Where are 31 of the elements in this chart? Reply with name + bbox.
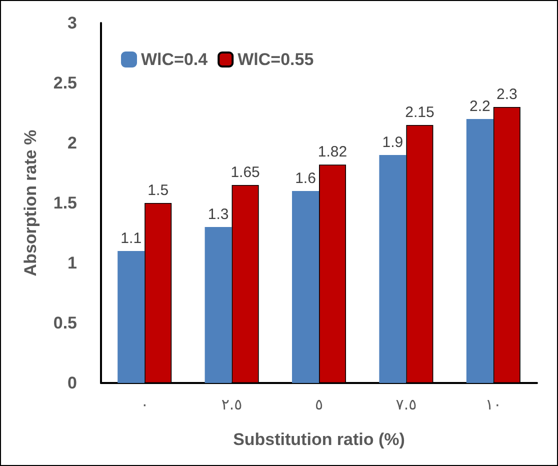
data-label: 1.82	[318, 144, 348, 161]
data-label: 1.1	[120, 230, 142, 247]
data-label: 1.3	[208, 206, 229, 223]
data-label: 2.3	[496, 86, 518, 103]
x-tick-label: ٥	[314, 396, 324, 414]
y-tick-label: 0	[68, 374, 77, 392]
y-tick-label: 2.5	[53, 74, 77, 92]
y-tick-label: 1.5	[53, 194, 77, 212]
bar	[379, 155, 406, 383]
data-label: 1.6	[295, 170, 316, 187]
bar	[118, 251, 145, 383]
y-tick-label: 0.5	[53, 314, 77, 332]
data-label: 1.9	[382, 134, 404, 151]
legend-label: WlC=0.4	[141, 50, 208, 69]
data-label: 1.5	[148, 182, 169, 199]
bar	[292, 191, 319, 383]
bar	[466, 119, 494, 383]
data-label: 2.2	[469, 98, 490, 115]
x-tick-label: ٧.٥	[396, 396, 417, 414]
data-label: 1.65	[230, 164, 260, 181]
x-tick-label: ٢.٥	[221, 396, 242, 414]
y-tick-label: 2	[68, 134, 77, 152]
x-axis-title: Substitution ratio (%)	[233, 430, 405, 449]
y-axis-title: Absorption rate %	[21, 130, 40, 276]
x-tick-label: ٠	[140, 396, 149, 414]
data-label: 2.15	[405, 104, 434, 121]
legend-label: WlC=0.55	[238, 50, 314, 69]
x-tick-label: ١٠	[485, 396, 502, 414]
y-tick-label: 3	[68, 14, 77, 32]
y-tick-label: 1	[68, 254, 77, 272]
bar	[204, 227, 232, 383]
